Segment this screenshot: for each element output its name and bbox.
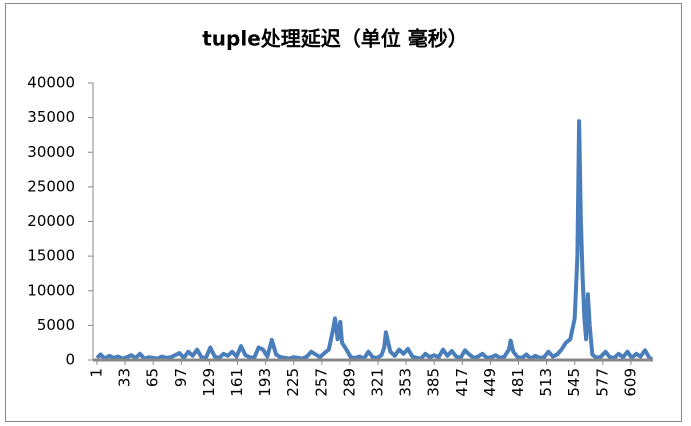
x-tick-label: 577 [593,368,611,397]
y-tick-label: 25000 [27,177,75,195]
x-tick-label: 513 [537,368,555,397]
x-tick-label: 193 [256,368,274,397]
x-tick-label: 449 [481,368,499,397]
x-tick-label: 321 [369,368,387,397]
y-tick-label: 15000 [27,247,75,265]
x-tick-label: 609 [621,368,639,397]
x-tick-label: 289 [340,368,358,397]
y-tick-label: 35000 [27,108,75,126]
x-tick-label: 545 [565,368,583,397]
x-tick-label: 65 [144,368,162,387]
y-tick-label: 10000 [27,281,75,299]
chart-border [5,3,682,422]
chart-title: tuple处理延迟（单位 毫秒） [202,27,468,51]
y-tick-label: 30000 [27,143,75,161]
y-tick-label: 0 [65,351,75,369]
y-tick-label: 40000 [27,74,75,92]
x-tick-label: 417 [453,368,471,397]
x-tick-label: 353 [397,368,415,397]
x-tick-label: 481 [509,368,527,397]
y-tick-label: 20000 [27,212,75,230]
x-tick-label: 33 [116,368,134,387]
x-tick-label: 257 [312,368,330,397]
x-tick-label: 161 [228,368,246,397]
x-tick-label: 97 [172,368,190,387]
x-tick-label: 129 [200,368,218,397]
y-tick-label: 5000 [37,316,75,334]
x-tick-label: 225 [284,368,302,397]
x-tick-label: 385 [425,368,443,397]
x-tick-label: 1 [88,368,106,378]
data-line [95,119,653,362]
